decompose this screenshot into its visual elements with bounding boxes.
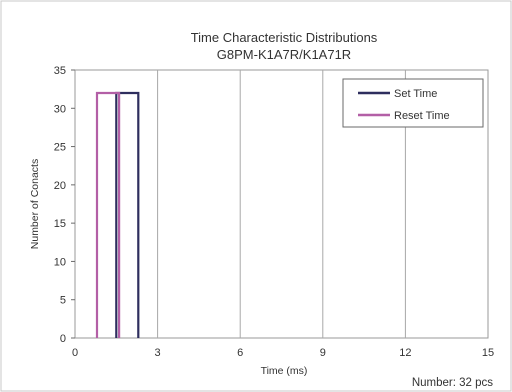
- x-tick-label: 9: [320, 347, 326, 359]
- y-tick-label: 5: [60, 295, 66, 307]
- y-tick-label: 0: [60, 333, 66, 345]
- x-tick-label: 6: [237, 347, 243, 359]
- x-tick-label: 3: [155, 347, 161, 359]
- chart-title: Time Characteristic Distributions: [191, 30, 378, 45]
- y-tick-label: 10: [54, 256, 66, 268]
- legend-box: [342, 78, 484, 128]
- y-axis-label: Number of Conacts: [29, 159, 41, 249]
- x-tick-label: 12: [399, 347, 411, 359]
- series-line-set-time: [115, 91, 140, 338]
- data-series: [95, 91, 140, 338]
- legend-label: Set Time: [394, 88, 437, 100]
- y-tick-label: 35: [54, 65, 66, 77]
- legend: Set Time Reset Time: [342, 78, 484, 128]
- sample-count-note: Number: 32 pcs: [412, 377, 493, 389]
- series-line-reset-time: [95, 91, 121, 338]
- x-axis-label: Time (ms): [261, 365, 308, 377]
- y-tick-label: 25: [54, 142, 66, 154]
- y-tick-label: 15: [54, 218, 66, 230]
- y-tick-label: 20: [54, 180, 66, 192]
- axes: 0 3 6 9 12 15 0 5 10 15 20 25 30 35: [54, 65, 494, 359]
- chart-subtitle: G8PM-K1A7R/K1A71R: [217, 47, 351, 62]
- y-tick-label: 30: [54, 103, 66, 115]
- x-tick-label: 0: [72, 347, 78, 359]
- legend-label: Reset Time: [394, 110, 450, 122]
- x-tick-label: 15: [482, 347, 494, 359]
